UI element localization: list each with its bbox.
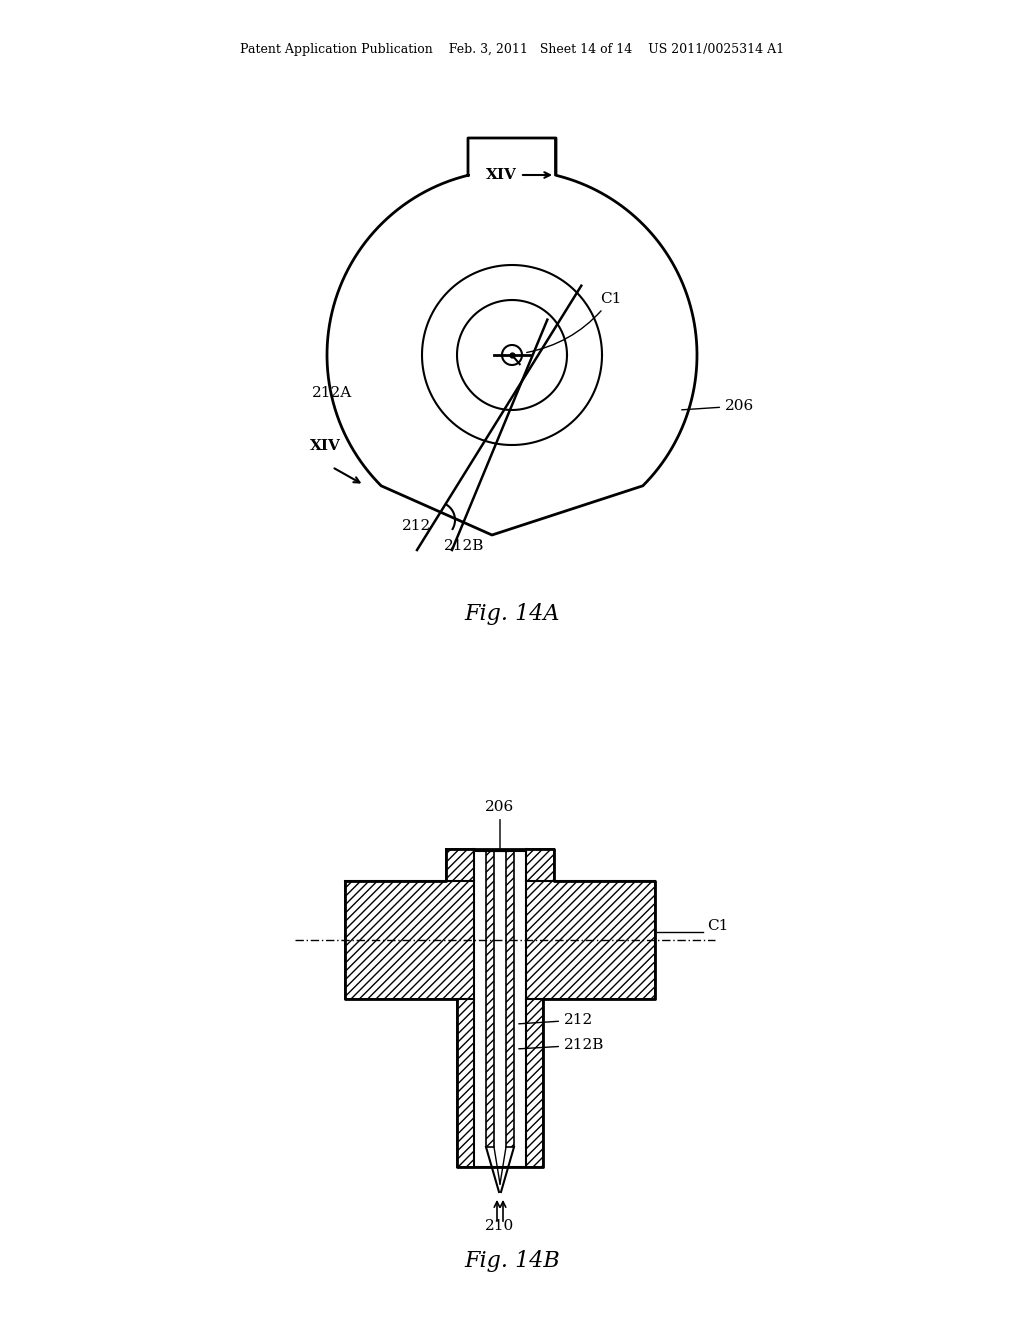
Bar <box>494 851 506 1147</box>
Bar <box>446 849 474 880</box>
Polygon shape <box>327 139 697 535</box>
Text: XIV: XIV <box>310 440 341 453</box>
Text: Fig. 14A: Fig. 14A <box>464 603 560 624</box>
Text: 210: 210 <box>485 1218 515 1233</box>
Bar <box>506 851 514 1147</box>
Text: C1: C1 <box>707 919 728 933</box>
Text: Fig. 14B: Fig. 14B <box>464 1250 560 1272</box>
Text: 206: 206 <box>485 800 515 849</box>
Bar <box>486 851 494 1147</box>
Bar <box>526 999 543 1167</box>
Text: 206: 206 <box>682 399 755 413</box>
Text: C1: C1 <box>526 292 622 352</box>
Text: 212B: 212B <box>444 539 484 553</box>
Bar <box>457 999 474 1167</box>
Text: 212A: 212A <box>312 385 352 400</box>
Text: Patent Application Publication    Feb. 3, 2011   Sheet 14 of 14    US 2011/00253: Patent Application Publication Feb. 3, 2… <box>240 44 784 57</box>
Bar <box>345 880 474 999</box>
Text: 212B: 212B <box>519 1038 604 1052</box>
Text: 212: 212 <box>519 1012 593 1027</box>
Text: XIV: XIV <box>486 168 517 182</box>
Bar <box>526 880 655 999</box>
Text: 212: 212 <box>402 519 431 533</box>
Bar <box>526 849 554 880</box>
